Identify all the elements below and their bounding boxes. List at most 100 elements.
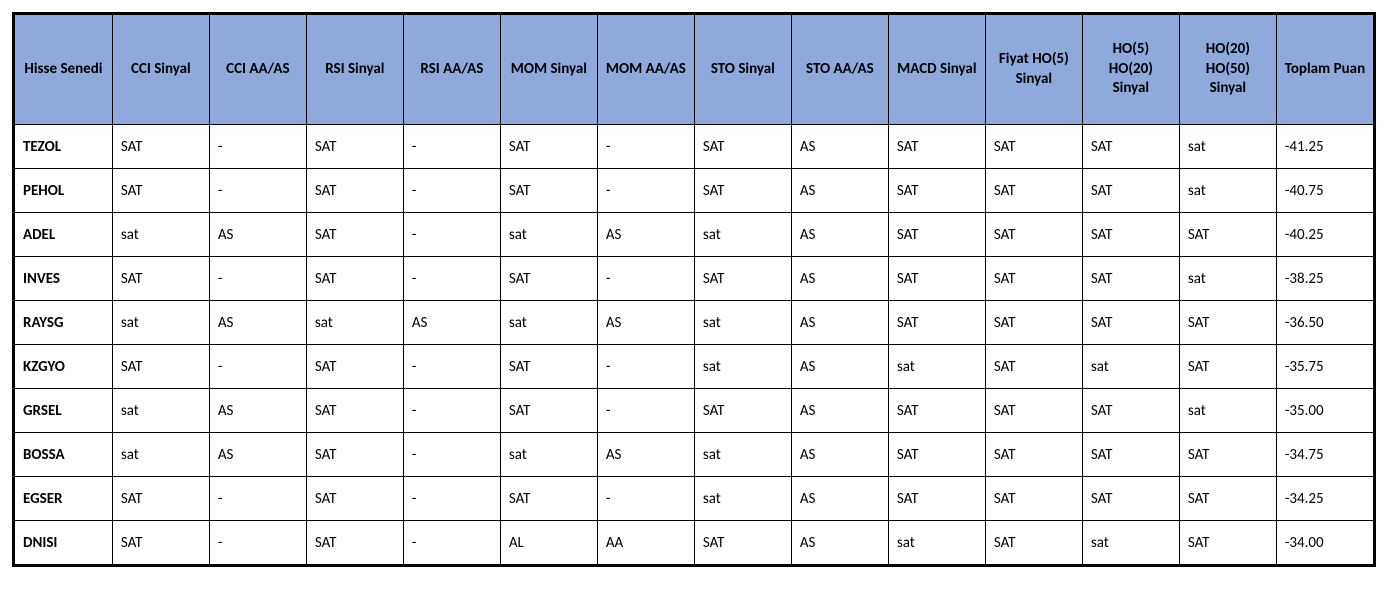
table-row: BOSSAsatASSAT-satASsatASSATSATSATSAT-34.… <box>15 433 1374 477</box>
data-cell: sat <box>1179 125 1276 169</box>
data-cell: AS <box>209 301 306 345</box>
data-cell: SAT <box>985 169 1082 213</box>
data-cell: - <box>209 169 306 213</box>
col-header-ticker: Hisse Senedi <box>15 15 113 125</box>
data-cell: - <box>597 169 694 213</box>
data-cell: SAT <box>500 169 597 213</box>
data-cell: SAT <box>888 433 985 477</box>
data-cell: SAT <box>694 125 791 169</box>
data-cell: SAT <box>1082 433 1179 477</box>
data-cell: SAT <box>1179 433 1276 477</box>
data-cell: sat <box>112 301 209 345</box>
data-cell: sat <box>1179 389 1276 433</box>
data-cell: AS <box>209 433 306 477</box>
data-cell: SAT <box>985 301 1082 345</box>
col-header-mom-signal: MOM Sinyal <box>500 15 597 125</box>
data-cell: AS <box>403 301 500 345</box>
ticker-cell: BOSSA <box>15 433 113 477</box>
data-cell: sat <box>1179 169 1276 213</box>
data-cell: sat <box>888 345 985 389</box>
data-cell: SAT <box>112 257 209 301</box>
data-cell: AA <box>597 521 694 565</box>
data-cell: AS <box>791 169 888 213</box>
ticker-cell: PEHOL <box>15 169 113 213</box>
data-cell: SAT <box>500 389 597 433</box>
data-cell: - <box>209 125 306 169</box>
table-row: KZGYOSAT-SAT-SAT-satASsatSATsatSAT-35.75 <box>15 345 1374 389</box>
data-cell: SAT <box>1082 213 1179 257</box>
data-cell: sat <box>694 477 791 521</box>
col-header-fiyat-ho5: Fiyat HO(5) Sinyal <box>985 15 1082 125</box>
ticker-cell: TEZOL <box>15 125 113 169</box>
data-cell: SAT <box>1179 345 1276 389</box>
data-cell: AS <box>597 301 694 345</box>
col-header-total-score: Toplam Puan <box>1276 15 1373 125</box>
data-cell: -34.75 <box>1276 433 1373 477</box>
col-header-ho20-ho50: HO(20) HO(50) Sinyal <box>1179 15 1276 125</box>
data-cell: SAT <box>1082 125 1179 169</box>
data-cell: SAT <box>1179 521 1276 565</box>
data-cell: AS <box>791 213 888 257</box>
data-cell: SAT <box>306 213 403 257</box>
data-cell: SAT <box>888 477 985 521</box>
ticker-cell: INVES <box>15 257 113 301</box>
data-cell: -35.75 <box>1276 345 1373 389</box>
data-cell: - <box>209 257 306 301</box>
data-cell: SAT <box>500 345 597 389</box>
data-cell: SAT <box>112 125 209 169</box>
data-cell: -41.25 <box>1276 125 1373 169</box>
data-cell: sat <box>888 521 985 565</box>
data-cell: AS <box>791 257 888 301</box>
data-cell: SAT <box>985 345 1082 389</box>
data-cell: - <box>209 477 306 521</box>
data-cell: sat <box>112 389 209 433</box>
col-header-ho5-ho20: HO(5) HO(20) Sinyal <box>1082 15 1179 125</box>
data-cell: -34.25 <box>1276 477 1373 521</box>
data-cell: SAT <box>985 433 1082 477</box>
data-cell: SAT <box>306 477 403 521</box>
data-cell: AL <box>500 521 597 565</box>
col-header-rsi-signal: RSI Sinyal <box>306 15 403 125</box>
data-cell: SAT <box>985 521 1082 565</box>
data-cell: - <box>597 477 694 521</box>
data-cell: - <box>403 169 500 213</box>
table-body: TEZOLSAT-SAT-SAT-SATASSATSATSATsat-41.25… <box>15 125 1374 565</box>
data-cell: AS <box>209 389 306 433</box>
data-cell: SAT <box>112 169 209 213</box>
data-cell: - <box>403 433 500 477</box>
data-cell: - <box>209 521 306 565</box>
data-cell: SAT <box>1082 301 1179 345</box>
data-cell: sat <box>694 213 791 257</box>
data-cell: -34.00 <box>1276 521 1373 565</box>
table-row: EGSERSAT-SAT-SAT-satASSATSATSATSAT-34.25 <box>15 477 1374 521</box>
data-cell: - <box>403 345 500 389</box>
data-cell: SAT <box>694 257 791 301</box>
col-header-mom-aaas: MOM AA/AS <box>597 15 694 125</box>
data-cell: SAT <box>306 433 403 477</box>
data-cell: SAT <box>500 257 597 301</box>
data-cell: AS <box>791 125 888 169</box>
data-cell: SAT <box>306 521 403 565</box>
data-cell: SAT <box>112 345 209 389</box>
data-cell: SAT <box>985 125 1082 169</box>
table-header-row: Hisse Senedi CCI Sinyal CCI AA/AS RSI Si… <box>15 15 1374 125</box>
data-cell: sat <box>1082 345 1179 389</box>
data-cell: SAT <box>694 521 791 565</box>
data-cell: - <box>403 521 500 565</box>
data-cell: AS <box>791 477 888 521</box>
data-cell: SAT <box>306 257 403 301</box>
table-row: RAYSGsatASsatASsatASsatASSATSATSATSAT-36… <box>15 301 1374 345</box>
data-cell: SAT <box>112 477 209 521</box>
ticker-cell: EGSER <box>15 477 113 521</box>
table-row: GRSELsatASSAT-SAT-SATASSATSATSATsat-35.0… <box>15 389 1374 433</box>
data-cell: AS <box>791 521 888 565</box>
data-cell: SAT <box>500 125 597 169</box>
data-cell: -35.00 <box>1276 389 1373 433</box>
col-header-cci-signal: CCI Sinyal <box>112 15 209 125</box>
ticker-cell: DNISI <box>15 521 113 565</box>
col-header-sto-aaas: STO AA/AS <box>791 15 888 125</box>
data-cell: AS <box>791 433 888 477</box>
data-cell: sat <box>694 433 791 477</box>
data-cell: SAT <box>1082 169 1179 213</box>
col-header-macd-signal: MACD Sinyal <box>888 15 985 125</box>
